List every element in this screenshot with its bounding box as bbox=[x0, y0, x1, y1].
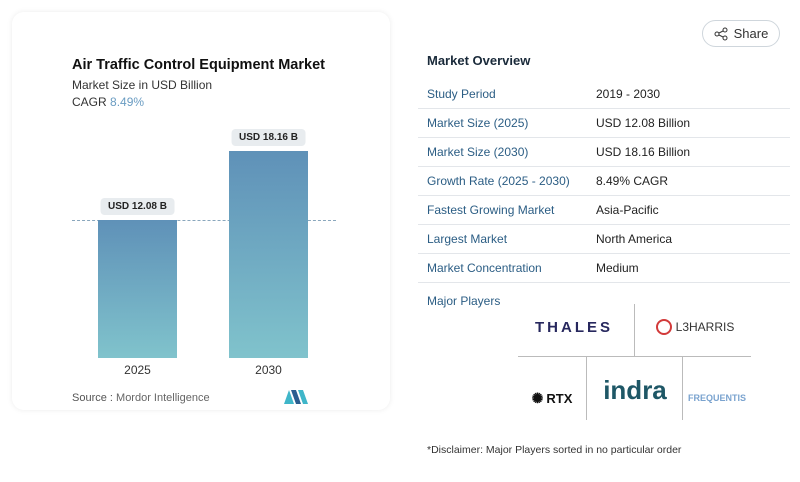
divider bbox=[518, 356, 586, 357]
frequentis-logo: FREQUENTIS bbox=[688, 393, 747, 403]
x-tick-label: 2025 bbox=[124, 363, 151, 377]
reference-line bbox=[72, 220, 336, 222]
source-label: Source : bbox=[72, 392, 113, 404]
cagr-label: CAGR bbox=[72, 95, 107, 109]
row-value: North America bbox=[596, 232, 673, 246]
row-value: 8.49% CAGR bbox=[596, 174, 669, 188]
overview-row: Market Concentration Medium bbox=[418, 254, 790, 283]
rtx-burst-icon: ✺ bbox=[531, 389, 544, 406]
row-value: USD 12.08 Billion bbox=[596, 116, 691, 130]
l3harris-logo: L3HARRIS bbox=[645, 316, 745, 338]
row-key: Market Concentration bbox=[427, 261, 542, 275]
row-value: 2019 - 2030 bbox=[596, 87, 661, 101]
rtx-text: RTX bbox=[546, 390, 573, 406]
l3harris-text: L3HARRIS bbox=[675, 320, 735, 334]
row-key: Market Size (2030) bbox=[427, 145, 529, 159]
overview-row: Market Size (2025) USD 12.08 Billion bbox=[418, 109, 790, 138]
cagr-value: 8.49% bbox=[110, 95, 145, 109]
indra-logo: indra bbox=[603, 374, 667, 405]
row-key: Fastest Growing Market bbox=[427, 203, 555, 217]
chart-title: Air Traffic Control Equipment Market bbox=[72, 57, 325, 73]
share-label: Share bbox=[733, 26, 769, 41]
source-value: Mordor Intelligence bbox=[116, 392, 210, 404]
row-key: Largest Market bbox=[427, 232, 508, 246]
data-label: USD 18.16 B bbox=[231, 129, 306, 146]
rtx-logo: ✺ RTX bbox=[524, 388, 580, 408]
overview-title: Market Overview bbox=[427, 53, 531, 68]
mordor-logo-icon bbox=[284, 390, 308, 404]
cagr: CAGR 8.49% bbox=[72, 95, 144, 109]
overview-row: Largest Market North America bbox=[418, 225, 790, 254]
major-players-label: Major Players bbox=[427, 294, 501, 308]
row-value: Asia-Pacific bbox=[596, 203, 659, 217]
data-label: USD 12.08 B bbox=[100, 198, 175, 216]
overview-row: Fastest Growing Market Asia-Pacific bbox=[418, 196, 790, 225]
row-value: Medium bbox=[596, 261, 639, 275]
l3harris-globe-icon bbox=[655, 319, 672, 335]
disclaimer: *Disclaimer: Major Players sorted in no … bbox=[427, 444, 682, 456]
share-button[interactable]: Share bbox=[702, 20, 780, 47]
bar-2025 bbox=[98, 220, 177, 358]
x-tick-label: 2030 bbox=[255, 363, 282, 377]
row-key: Growth Rate (2025 - 2030) bbox=[427, 174, 570, 188]
divider bbox=[683, 356, 751, 357]
divider-box bbox=[586, 356, 683, 420]
overview-row: Study Period 2019 - 2030 bbox=[418, 80, 790, 109]
chart-subtitle: Market Size in USD Billion bbox=[72, 78, 213, 92]
divider bbox=[634, 304, 635, 356]
overview-row: Growth Rate (2025 - 2030) 8.49% CAGR bbox=[418, 167, 790, 196]
row-value: USD 18.16 Billion bbox=[596, 145, 691, 159]
row-key: Study Period bbox=[427, 87, 496, 101]
chart-card bbox=[12, 12, 390, 410]
overview-row: Market Size (2030) USD 18.16 Billion bbox=[418, 138, 790, 167]
thales-logo: THALES bbox=[535, 318, 613, 336]
bar-2030 bbox=[229, 151, 308, 358]
source: Source : Mordor Intelligence bbox=[72, 392, 210, 404]
share-icon bbox=[714, 27, 728, 40]
row-key: Market Size (2025) bbox=[427, 116, 529, 130]
